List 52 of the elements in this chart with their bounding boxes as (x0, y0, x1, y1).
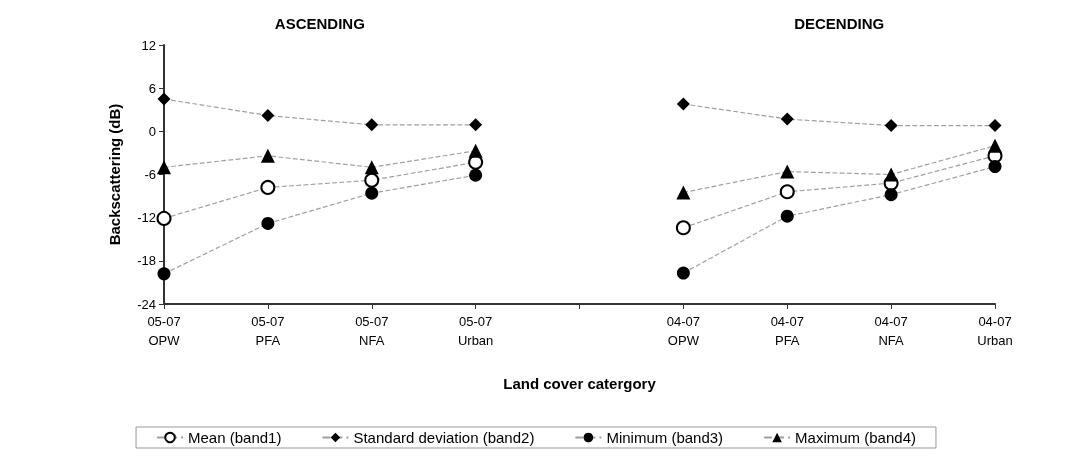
x-tick-label: 04-07 PFA (770, 314, 804, 348)
y-tick-label: 0 (148, 123, 156, 139)
point (780, 112, 794, 126)
point (988, 138, 1002, 153)
point (261, 216, 275, 230)
legend-label: Standard deviation (band2) (353, 429, 535, 446)
legend-label: Minimum (band3) (606, 429, 724, 446)
point (157, 92, 171, 106)
x-tick-label: 04-07 OPW (666, 314, 700, 348)
point (364, 172, 380, 188)
point (884, 188, 898, 202)
point (988, 160, 1002, 174)
point (676, 185, 691, 200)
point (675, 220, 691, 236)
point (884, 167, 899, 182)
point (157, 267, 171, 281)
x-tick-label: 05-07 OPW (147, 314, 181, 348)
legend-label: Mean (band1) (188, 429, 282, 446)
y-tick-label: -18 (137, 253, 156, 269)
point (157, 160, 171, 175)
point (261, 109, 275, 123)
point (469, 168, 483, 182)
point (469, 118, 483, 132)
point (988, 119, 1002, 133)
x-axis-title: Land cover catergory (503, 375, 657, 392)
x-tick-label: 04-07 Urban (977, 314, 1013, 348)
point (676, 266, 690, 280)
point (780, 164, 795, 179)
x-tick-label: 05-07 NFA (355, 314, 389, 348)
point (260, 148, 275, 163)
text: DECENDING (794, 15, 885, 32)
point (260, 179, 276, 195)
point (676, 97, 690, 111)
point (156, 210, 172, 226)
point (364, 160, 379, 175)
x-tick-label: 05-07 PFA (251, 314, 285, 348)
point (884, 119, 898, 133)
point (365, 118, 379, 132)
point (779, 184, 795, 200)
point (468, 143, 483, 158)
y-tick-label: -24 (137, 296, 156, 312)
x-tick-label: 05-07 Urban (457, 314, 494, 348)
y-tick-label: 6 (148, 80, 156, 96)
y-tick-label: -12 (137, 210, 156, 226)
y-axis-title: Backscattering (dB) (106, 103, 123, 246)
point (780, 209, 794, 223)
text: ASCENDING (274, 15, 365, 32)
point (365, 186, 379, 200)
y-tick-label: 12 (141, 37, 156, 53)
y-tick-label: -6 (144, 167, 156, 182)
legend-label: Maximum (band4) (795, 429, 916, 446)
x-tick-label: 04-07 NFA (874, 314, 908, 348)
